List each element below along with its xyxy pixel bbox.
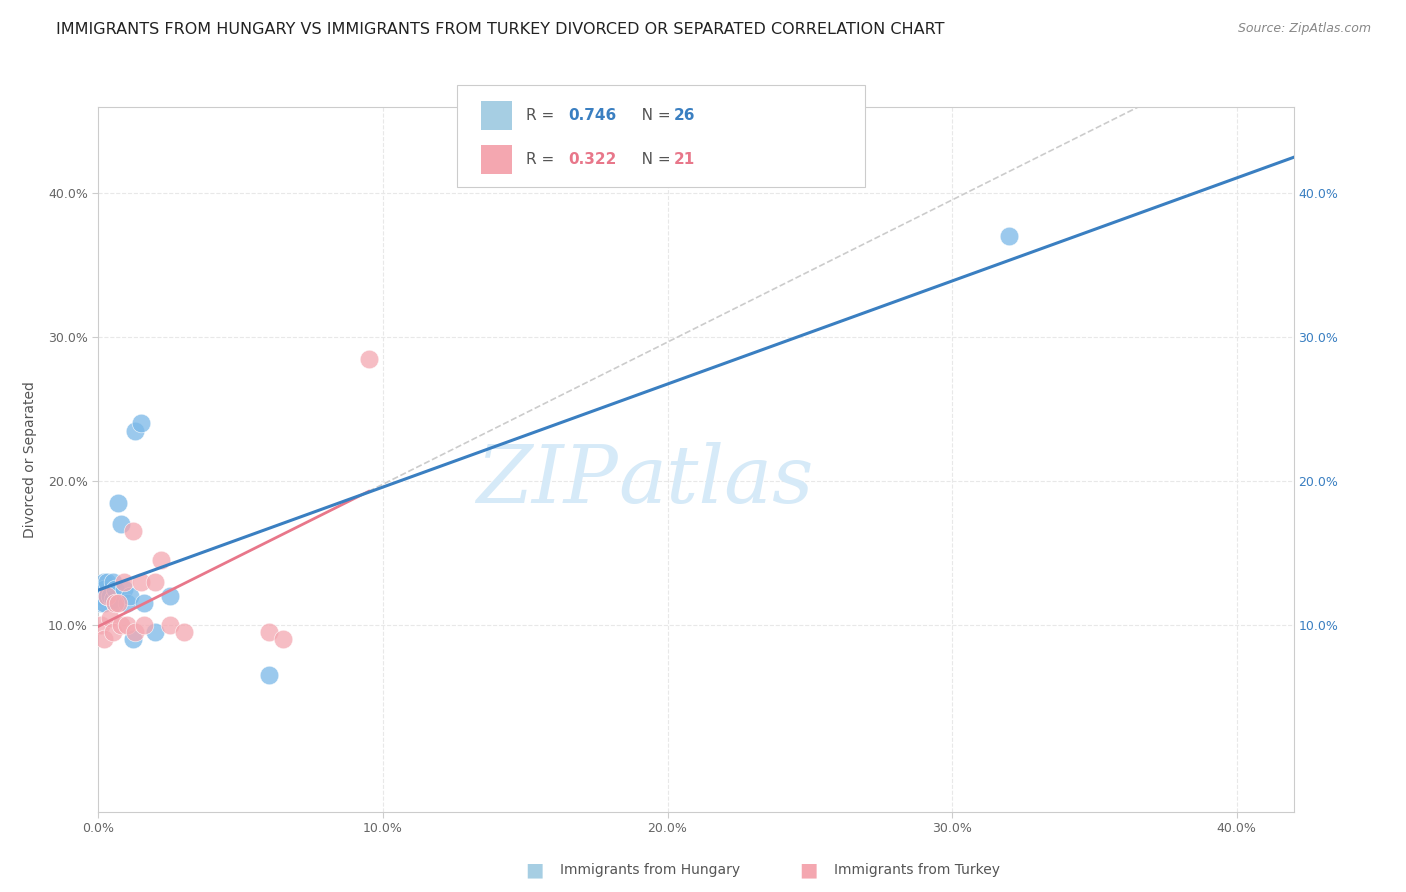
Point [257,668,280,682]
Point [101,591,124,606]
Point [143,624,166,639]
Point [104,582,127,596]
Point [132,617,155,632]
Point [112,574,135,589]
Point [110,617,132,632]
Point [96,574,118,589]
Text: ■: ■ [799,860,818,880]
Point [115,617,138,632]
Text: atlas: atlas [619,442,814,519]
Point [115,596,138,610]
Point [90,596,112,610]
Point [107,596,129,610]
Point [93,596,115,610]
Point [132,596,155,610]
Text: IMMIGRANTS FROM HUNGARY VS IMMIGRANTS FROM TURKEY DIVORCED OR SEPARATED CORRELAT: IMMIGRANTS FROM HUNGARY VS IMMIGRANTS FR… [56,22,945,37]
Point [110,517,132,532]
Text: Immigrants from Hungary: Immigrants from Hungary [560,863,740,877]
Point [118,589,141,603]
Point [357,351,380,366]
Point [121,632,143,647]
Text: 21: 21 [673,152,695,167]
Point [124,624,146,639]
Point [273,632,295,647]
Point [112,582,135,596]
Text: 26: 26 [673,108,695,123]
Point [90,617,112,632]
Text: Source: ZipAtlas.com: Source: ZipAtlas.com [1237,22,1371,36]
Point [93,582,115,596]
Point [129,574,152,589]
Text: N =: N = [627,108,675,123]
Point [96,589,118,603]
Point [121,524,143,539]
Point [101,624,124,639]
Point [150,553,173,567]
Point [90,582,112,596]
Text: R =: R = [526,152,560,167]
Point [96,589,118,603]
Text: N =: N = [627,152,675,167]
Text: ZIP: ZIP [477,442,619,519]
Point [98,610,121,624]
Point [98,589,121,603]
Point [107,495,129,509]
Point [93,574,115,589]
Point [124,424,146,438]
Point [101,574,124,589]
Point [143,574,166,589]
Point [90,589,112,603]
Point [159,617,181,632]
Point [173,624,195,639]
Point [104,596,127,610]
Point [257,624,280,639]
Text: 0.322: 0.322 [568,152,616,167]
Text: 0.746: 0.746 [568,108,616,123]
Text: Immigrants from Turkey: Immigrants from Turkey [834,863,1000,877]
Point [93,632,115,647]
Y-axis label: Divorced or Separated: Divorced or Separated [22,381,37,538]
Point [998,229,1021,244]
Text: R =: R = [526,108,560,123]
Point [104,596,127,610]
Text: ■: ■ [524,860,544,880]
Point [129,417,152,431]
Point [159,589,181,603]
